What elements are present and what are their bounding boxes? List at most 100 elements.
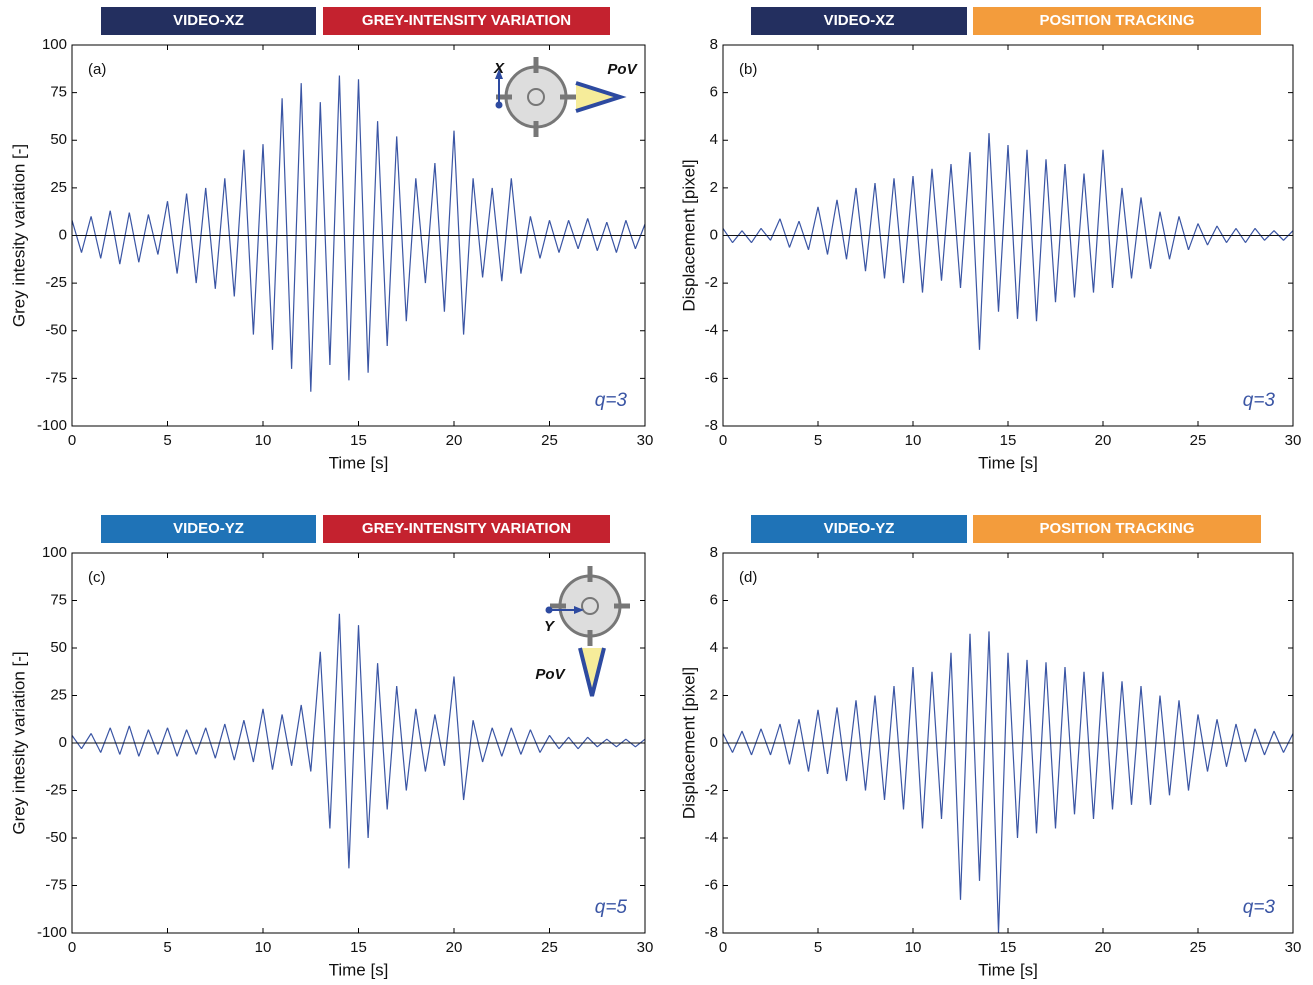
inset-pov <box>576 83 620 111</box>
inset-target <box>558 574 622 638</box>
y-tick-label: 25 <box>50 686 67 703</box>
panel: VIDEO-XZ POSITION TRACKING -8 -6 -4 -2 0 2 4 6 8 0 5… <box>679 7 1301 472</box>
banner <box>101 7 316 35</box>
y-tick-label: -4 <box>705 322 718 339</box>
y-tick-label: -4 <box>705 829 718 846</box>
y-tick-label: 75 <box>50 591 67 608</box>
x-tick-label: 5 <box>814 939 822 956</box>
banner <box>751 7 967 35</box>
y-tick-label: 75 <box>50 84 67 101</box>
y-tick-label: 8 <box>710 544 718 561</box>
y-tick-label: 2 <box>710 686 718 703</box>
inset-arrow <box>495 69 503 79</box>
y-tick-label: 0 <box>710 734 718 751</box>
inset-pov-edge <box>578 647 606 697</box>
x-tick-label: 25 <box>1190 939 1207 956</box>
inset-label: PoV <box>607 61 638 78</box>
plot-frame <box>71 552 646 934</box>
inset-label: X <box>493 60 505 77</box>
x-tick-label: 5 <box>814 432 822 449</box>
annotation: q=3 <box>1243 390 1276 411</box>
x-tick-label: 0 <box>68 432 76 449</box>
x-tick-label: 20 <box>1095 939 1112 956</box>
y-tick-label: -8 <box>705 417 718 434</box>
y-tick-label: 2 <box>710 179 718 196</box>
signal-line <box>71 613 646 869</box>
x-tick-label: 25 <box>1190 432 1207 449</box>
y-tick-label: 50 <box>50 639 67 656</box>
inset-target-core <box>527 88 545 106</box>
signal-line <box>71 75 646 392</box>
y-tick-label: -6 <box>705 876 718 893</box>
y-tick-label: 4 <box>710 639 718 656</box>
inset-pov <box>580 648 604 696</box>
y-tick-label: -2 <box>705 781 718 798</box>
banner <box>323 515 610 543</box>
banner-text: POSITION TRACKING <box>1039 520 1194 537</box>
x-tick-label: 5 <box>163 939 171 956</box>
y-tick-label: -50 <box>45 322 67 339</box>
x-tick-label: 15 <box>350 939 367 956</box>
banner <box>973 515 1261 543</box>
inset-label: PoV <box>535 666 566 683</box>
x-tick-label: 10 <box>905 939 922 956</box>
x-tick-label: 10 <box>905 432 922 449</box>
plot-frame <box>722 44 1294 427</box>
panel-label: (d) <box>739 569 757 586</box>
y-tick-label: 0 <box>59 734 67 751</box>
x-tick-label: 30 <box>637 939 654 956</box>
panel-label: (a) <box>88 61 106 78</box>
inset-target <box>504 65 568 129</box>
banner <box>323 7 610 35</box>
plot-frame <box>71 44 646 427</box>
inset-arrow <box>574 606 584 614</box>
banner <box>973 7 1261 35</box>
banner-text: VIDEO-XZ <box>824 12 895 29</box>
y-tick-label: 8 <box>710 36 718 53</box>
y-tick-label: 0 <box>59 226 67 243</box>
y-axis-title: Displacement [pixel] <box>679 667 698 819</box>
banner <box>751 515 967 543</box>
panel: VIDEO-YZ GREY-INTENSITY VARIATION -100 -75 -… <box>9 515 653 979</box>
x-tick-label: 15 <box>1000 432 1017 449</box>
y-tick-label: -100 <box>37 924 67 941</box>
y-axis-title: Grey intesity variation [-] <box>9 144 28 327</box>
y-tick-label: -2 <box>705 274 718 291</box>
x-tick-label: 20 <box>446 939 463 956</box>
y-tick-label: -8 <box>705 924 718 941</box>
y-tick-label: 4 <box>710 131 718 148</box>
x-tick-label: 0 <box>719 939 727 956</box>
inset-origin <box>545 606 553 614</box>
x-tick-label: 15 <box>1000 939 1017 956</box>
x-tick-label: 25 <box>541 939 558 956</box>
panel-label: (c) <box>88 569 106 586</box>
inset-label: Y <box>544 618 556 635</box>
x-tick-label: 25 <box>541 432 558 449</box>
x-axis-title: Time [s] <box>978 453 1038 472</box>
x-tick-label: 30 <box>637 432 654 449</box>
signal-line <box>722 631 1294 934</box>
annotation: q=3 <box>595 390 628 411</box>
banner-text: VIDEO-YZ <box>824 520 895 537</box>
signal-line <box>722 133 1294 350</box>
x-tick-label: 30 <box>1285 432 1302 449</box>
banner-text: POSITION TRACKING <box>1039 12 1194 29</box>
panel: VIDEO-XZ GREY-INTENSITY VARIATION -100 -75 -… <box>9 7 653 472</box>
x-axis-title: Time [s] <box>329 960 389 979</box>
y-tick-label: -25 <box>45 781 67 798</box>
y-tick-label: -75 <box>45 876 67 893</box>
y-axis-title: Displacement [pixel] <box>679 159 698 311</box>
y-tick-label: -25 <box>45 274 67 291</box>
banner <box>101 515 316 543</box>
x-tick-label: 30 <box>1285 939 1302 956</box>
x-tick-label: 10 <box>255 432 272 449</box>
panel-label: (b) <box>739 61 757 78</box>
y-tick-label: -75 <box>45 369 67 386</box>
annotation: q=5 <box>595 897 628 918</box>
y-axis-title: Grey intesity variation [-] <box>9 651 28 834</box>
inset-pov-edge <box>575 81 627 113</box>
annotation: q=3 <box>1243 897 1276 918</box>
y-tick-label: 6 <box>710 84 718 101</box>
x-tick-label: 20 <box>1095 432 1112 449</box>
